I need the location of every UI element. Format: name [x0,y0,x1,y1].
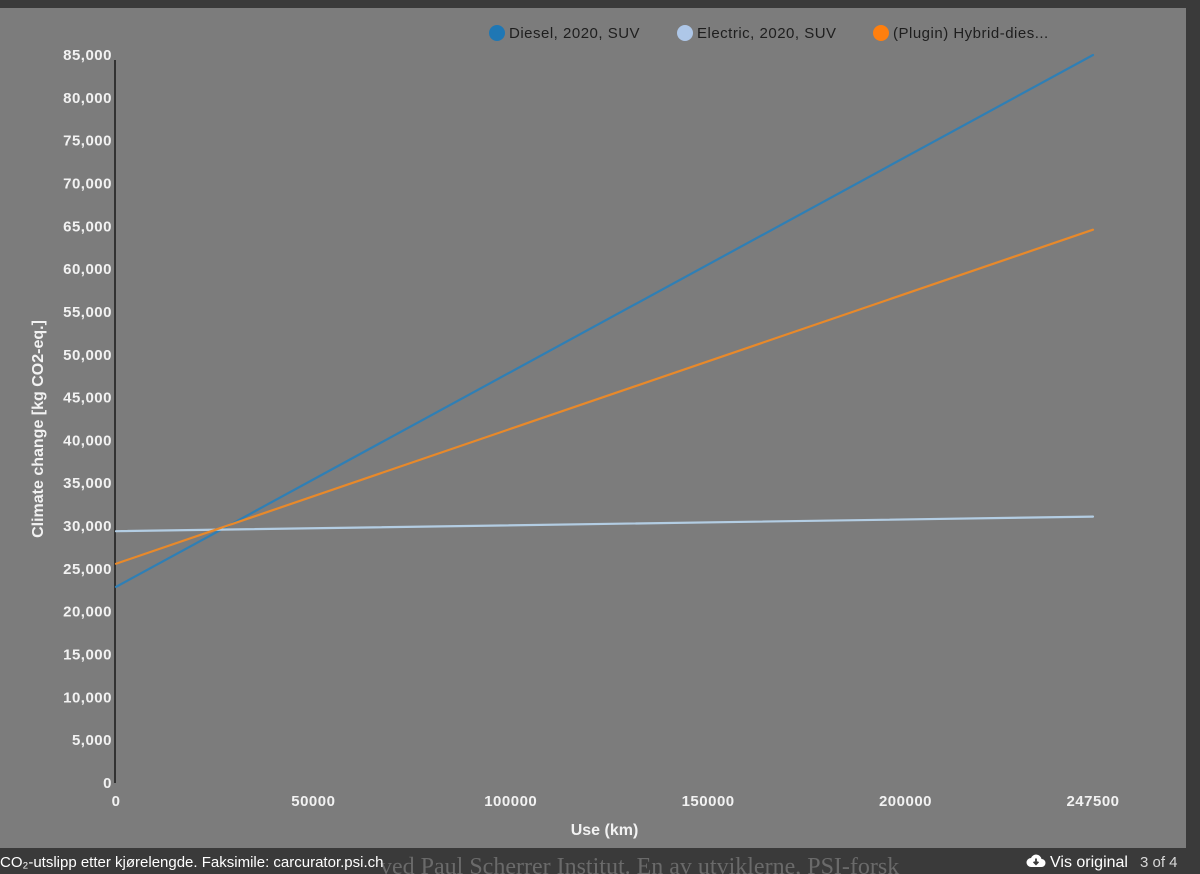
series-line [114,515,1095,533]
series-line [114,53,1095,588]
y-tick-label: 40,000 [63,432,112,449]
x-tick-label: 150000 [682,793,735,810]
climate-change-chart: 0 5,000 10,000 15,000 20,000 25,000 30,000 35,0… [30,25,1119,839]
y-tick-labels: 0 5,000 10,000 15,000 20,000 25,000 30,000 35,0… [63,47,112,792]
x-tick-label: 50000 [291,793,335,810]
y-tick-label: 80,000 [63,90,112,107]
view-original-label: Vis original [1050,854,1128,871]
x-tick-labels: 0 50000 100000 150000 200000 247500 [112,793,1119,810]
legend[interactable]: Diesel, 2020, SUV Electric, 2020, SUV (Plu… [489,25,1049,42]
y-axis: 0 5,000 10,000 15,000 20,000 25,000 30,000 35,0… [30,47,116,792]
y-tick-label: 85,000 [63,47,112,64]
window-top-edge [0,0,1200,8]
legend-marker [677,25,693,41]
view-original-button[interactable]: Vis original [1026,853,1132,873]
y-tick-label: 25,000 [63,561,112,578]
y-tick-label: 55,000 [63,304,112,321]
y-tick-label: 45,000 [63,390,112,407]
y-tick-label: 15,000 [63,647,112,664]
y-tick-label: 50,000 [63,347,112,364]
x-tick-label: 247500 [1066,793,1119,810]
legend-label: Diesel, 2020, SUV [509,25,640,42]
y-tick-label: 0 [103,775,112,792]
background-article-text: ved Paul Scherrer Institut. En av utvikl… [380,854,900,874]
y-tick-label: 20,000 [63,604,112,621]
legend-label: (Plugin) Hybrid-dies... [893,25,1049,42]
y-tick-label: 75,000 [63,133,112,150]
y-tick-label: 30,000 [63,518,112,535]
x-axis-title: Use (km) [571,822,639,839]
y-tick-label: 65,000 [63,218,112,235]
chart-panel: 0 5,000 10,000 15,000 20,000 25,000 30,000 35,0… [0,8,1186,848]
legend-marker [873,25,889,41]
series-lines [114,53,1095,588]
legend-marker [489,25,505,41]
window-right-edge [1186,0,1200,848]
image-caption: CO₂-utslipp etter kjørelengde. Faksimile… [0,854,384,871]
x-tick-label: 0 [112,793,121,810]
y-tick-label: 70,000 [63,175,112,192]
cloud-download-icon [1026,853,1046,873]
x-tick-label: 100000 [484,793,537,810]
legend-item[interactable]: Diesel, 2020, SUV [489,25,640,42]
y-tick-label: 10,000 [63,689,112,706]
y-tick-label: 5,000 [72,732,112,749]
x-axis: 0 50000 100000 150000 200000 247500 Use (km) [112,793,1119,839]
y-axis-title: Climate change [kg CO2-eq.] [30,320,47,538]
caption-bar: ved Paul Scherrer Institut. En av utvikl… [0,848,1200,874]
x-tick-label: 200000 [879,793,932,810]
legend-label: Electric, 2020, SUV [697,25,837,42]
series-line [114,228,1095,565]
y-tick-label: 35,000 [63,475,112,492]
y-tick-label: 60,000 [63,261,112,278]
image-counter: 3 of 4 [1140,854,1178,871]
legend-item[interactable]: (Plugin) Hybrid-dies... [873,25,1049,42]
legend-item[interactable]: Electric, 2020, SUV [677,25,837,42]
